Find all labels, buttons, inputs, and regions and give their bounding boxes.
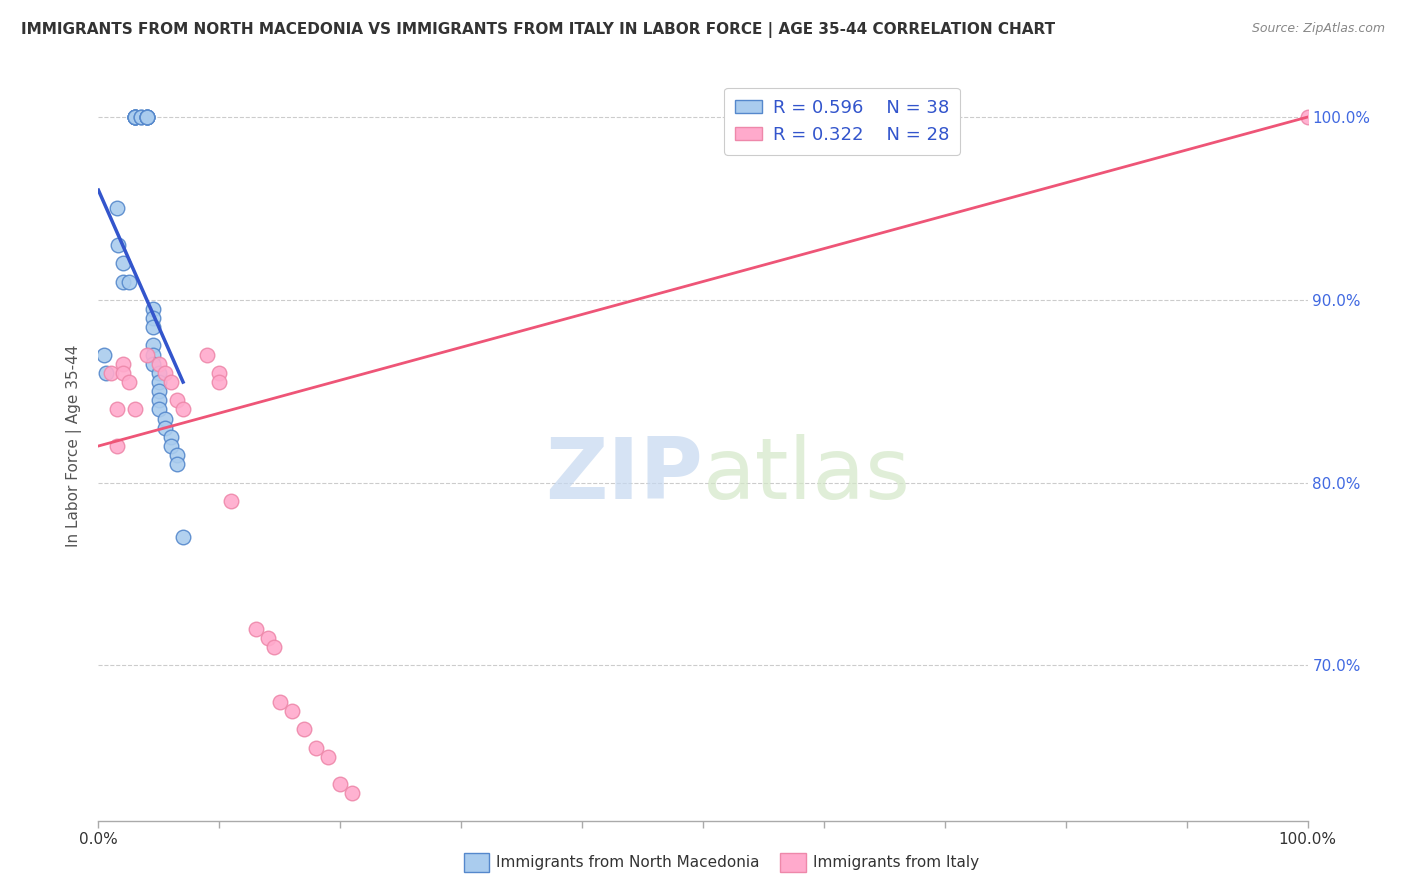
Point [107,238,129,252]
Text: Immigrants from North Macedonia: Immigrants from North Macedonia [496,855,759,870]
Point [135,110,157,124]
Point [329,777,352,791]
Point [142,301,165,316]
Point [153,366,176,380]
Point [124,110,146,124]
Point [316,749,339,764]
Text: Immigrants from Italy: Immigrants from Italy [813,855,979,870]
Point [124,110,146,124]
Point [105,202,128,216]
Point [1296,110,1319,124]
Point [111,366,134,380]
Point [93,348,115,362]
Point [305,740,328,755]
Point [135,110,157,124]
Point [135,110,157,124]
Text: IMMIGRANTS FROM NORTH MACEDONIA VS IMMIGRANTS FROM ITALY IN LABOR FORCE | AGE 35: IMMIGRANTS FROM NORTH MACEDONIA VS IMMIG… [21,22,1056,38]
Y-axis label: In Labor Force | Age 35-44: In Labor Force | Age 35-44 [66,345,83,547]
Point [160,430,183,444]
Point [124,110,146,124]
Point [142,348,165,362]
Point [124,110,146,124]
Point [142,357,165,371]
Point [292,723,315,737]
Text: Source: ZipAtlas.com: Source: ZipAtlas.com [1251,22,1385,36]
Point [135,110,157,124]
Point [124,402,146,417]
Point [148,366,170,380]
Point [172,530,194,544]
Point [142,311,165,326]
Point [342,786,364,800]
Point [105,402,128,417]
Point [111,357,134,371]
Point [111,256,134,270]
Point [166,448,188,462]
Point [208,375,231,389]
Point [118,275,141,289]
Point [148,384,170,399]
Point [124,110,146,124]
Legend: R = 0.596    N = 38, R = 0.322    N = 28: R = 0.596 N = 38, R = 0.322 N = 28 [724,88,960,154]
Point [269,695,291,709]
Point [118,375,141,389]
Point [148,375,170,389]
Point [135,110,157,124]
Point [166,393,188,408]
Point [245,622,267,636]
Point [111,275,134,289]
Point [142,338,165,352]
Point [148,393,170,408]
Point [148,357,170,371]
Point [256,631,278,645]
Point [124,110,146,124]
Point [281,704,304,718]
Point [221,493,243,508]
Point [142,320,165,334]
Point [195,348,218,362]
Text: atlas: atlas [703,434,911,517]
Point [153,411,176,425]
Point [172,402,194,417]
Point [94,366,117,380]
Text: ZIP: ZIP [546,434,703,517]
Point [208,366,231,380]
Point [105,439,128,453]
Point [166,457,188,471]
Point [148,402,170,417]
Point [160,439,183,453]
Point [263,640,285,654]
Point [129,110,152,124]
Point [100,366,122,380]
Point [135,348,157,362]
Point [160,375,183,389]
Point [153,421,176,435]
Point [129,110,152,124]
